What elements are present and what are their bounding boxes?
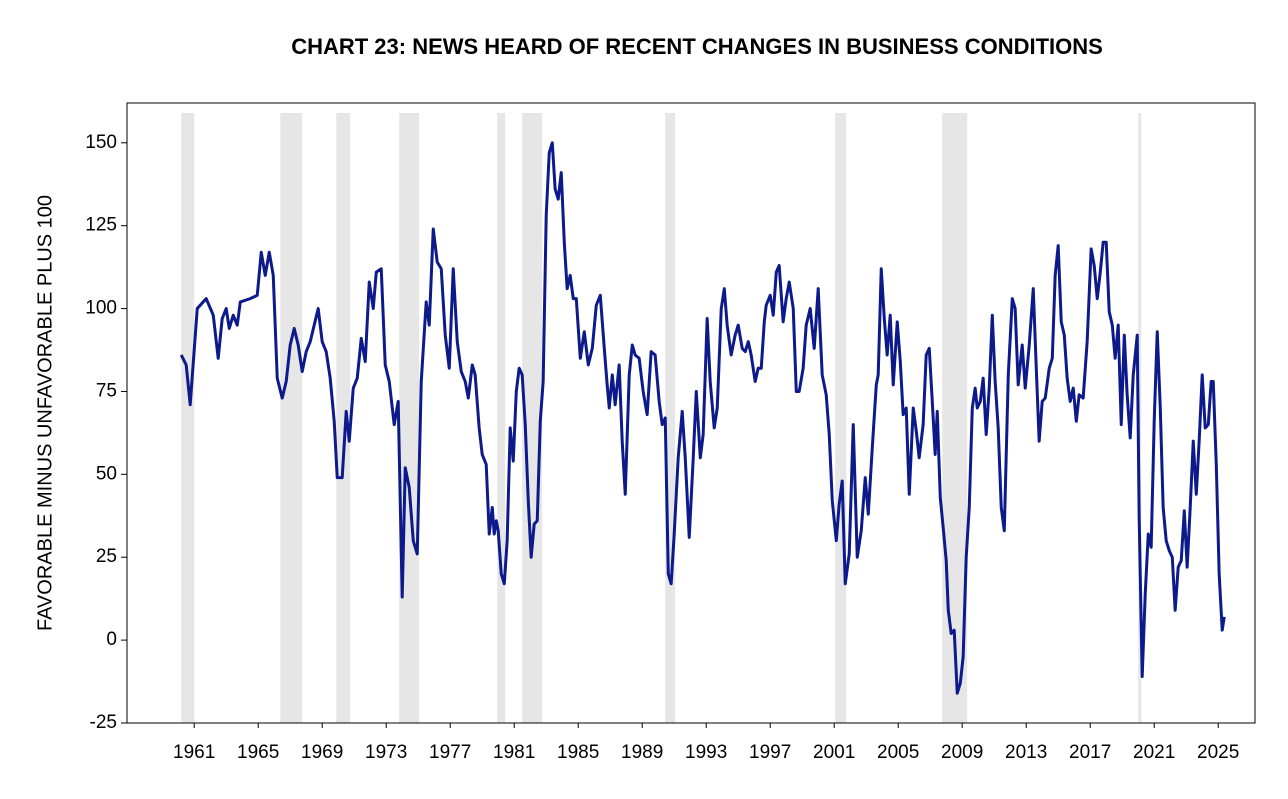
x-tick-label: 1965 (237, 742, 279, 763)
x-tick-label: 2005 (877, 742, 919, 763)
x-tick-label: 1977 (429, 742, 471, 763)
chart-title: CHART 23: NEWS HEARD OF RECENT CHANGES I… (291, 34, 1103, 59)
y-tick-label: 75 (96, 380, 117, 401)
x-tick-label: 1997 (749, 742, 791, 763)
x-tick-label: 1973 (365, 742, 407, 763)
x-tick-label: 1985 (557, 742, 599, 763)
y-tick-label: 25 (96, 546, 117, 567)
x-tick-label: 2001 (813, 742, 855, 763)
x-tick-label: 2025 (1197, 742, 1239, 763)
x-tick-label: 2009 (941, 742, 983, 763)
y-tick-label: 0 (106, 629, 117, 650)
x-tick-label: 2017 (1069, 742, 1111, 763)
recession-band (665, 113, 676, 723)
y-tick-label: 125 (85, 215, 117, 236)
data-line (179, 141, 1226, 695)
x-tick-label: 2021 (1133, 742, 1175, 763)
recession-band (835, 113, 847, 723)
y-tick-label: -25 (90, 712, 117, 733)
y-tick-label: 150 (85, 132, 117, 153)
y-axis-label: FAVORABLE MINUS UNFAVORABLE PLUS 100 (34, 195, 56, 631)
recession-band (181, 113, 195, 723)
recession-band (280, 113, 303, 723)
x-tick-label: 1969 (301, 742, 343, 763)
x-tick-label: 1993 (685, 742, 727, 763)
recession-band (336, 113, 351, 723)
plot-frame (126, 102, 1256, 724)
x-tick-label: 2013 (1005, 742, 1047, 763)
recession-band (522, 113, 543, 723)
x-tick-label: 1981 (493, 742, 535, 763)
y-tick-label: 50 (96, 463, 117, 484)
recession-band (1138, 113, 1142, 723)
x-tick-label: 1961 (173, 742, 215, 763)
recession-band (399, 113, 420, 723)
y-tick-label: 100 (85, 298, 117, 319)
x-tick-label: 1989 (621, 742, 663, 763)
recession-band (497, 113, 506, 723)
